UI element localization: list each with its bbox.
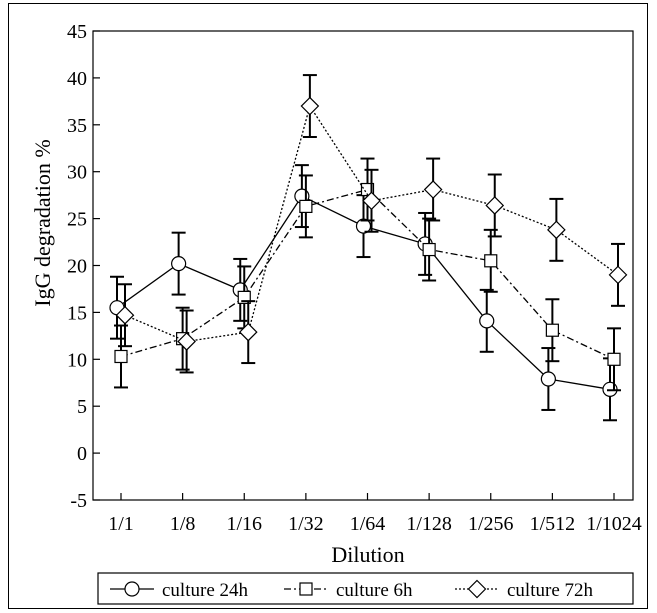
y-axis-title: IgG degradation % [30,139,55,306]
data-point [484,254,498,268]
data-point [171,256,187,272]
legend-marker [467,579,487,599]
data-point [115,305,135,325]
data-point [177,332,196,351]
legend-label: culture 6h [336,580,413,601]
y-tick-label: 25 [67,209,87,231]
x-tick-label: 1/1 [108,513,134,535]
data-point [607,352,621,366]
data-point [422,242,436,257]
x-axis-title: Dilution [331,542,404,567]
series-culture-24h [109,164,618,422]
legend: culture 24h culture 6h culture 72h [97,572,634,605]
data-point [238,322,258,342]
series-culture-6h [114,157,621,392]
data-point [547,220,566,240]
x-tick-label: 1/8 [170,513,196,535]
x-tick-label: 1/16 [226,513,262,535]
y-tick-label: 10 [67,349,87,371]
y-tick-label: 40 [67,68,87,90]
x-tick-label: 1/32 [288,513,324,535]
y-tick-label: -5 [70,490,87,512]
chart-frame [8,3,648,609]
data-point [114,349,128,364]
y-tick-label: 30 [67,162,87,184]
data-point [299,199,313,214]
x-tick-label: 1/128 [406,513,452,535]
y-tick-label: 5 [77,396,87,418]
data-point [300,96,320,116]
x-tick-label: 1/256 [468,513,514,535]
legend-label: culture 72h [507,580,594,601]
plot-area: -5 0 5 10 15 20 25 30 35 40 45 1/1 1/8 1/16 1/32 1/64 1/… [67,21,642,535]
legend-marker [124,581,140,597]
x-tick-label: 1/1024 [586,513,642,535]
legend-label: culture 24h [162,580,249,601]
y-tick-label: 35 [67,115,87,137]
data-point [362,191,381,211]
legend-box [97,572,634,605]
data-point [608,265,628,285]
series-culture-72h [115,74,628,374]
y-tick-label: 0 [77,443,87,465]
x-tick-label: 1/512 [530,513,576,535]
data-point [545,323,559,337]
y-tick-label: 45 [67,21,87,43]
data-point [540,371,556,387]
data-point [423,180,443,199]
y-tick-label: 15 [67,302,87,324]
x-tick-label: 1/64 [350,513,386,535]
legend-marker [299,582,313,596]
data-point [485,196,505,215]
y-tick-label: 20 [67,256,87,278]
data-point [479,313,495,329]
